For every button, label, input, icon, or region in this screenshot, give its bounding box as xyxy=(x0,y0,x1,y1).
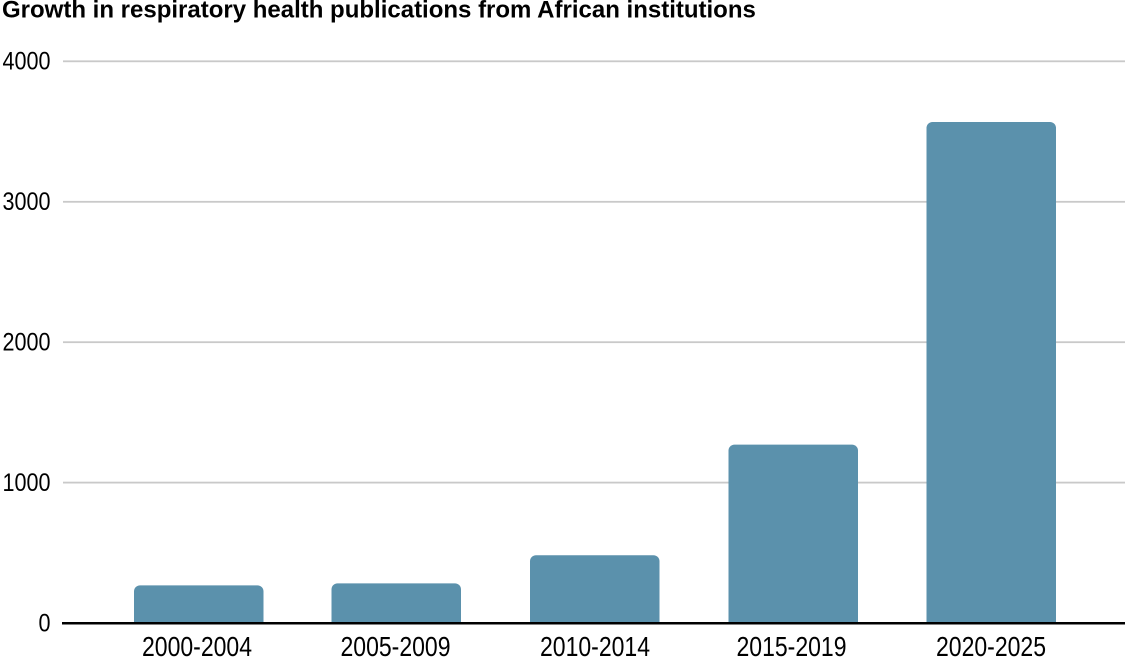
svg-text:2010-2014: 2010-2014 xyxy=(540,631,650,657)
svg-text:3000: 3000 xyxy=(3,188,51,216)
svg-text:2000: 2000 xyxy=(3,328,51,356)
svg-text:2005-2009: 2005-2009 xyxy=(341,631,451,657)
svg-text:2015-2019: 2015-2019 xyxy=(737,631,847,657)
svg-text:4000: 4000 xyxy=(3,48,51,76)
svg-text:1000: 1000 xyxy=(3,469,51,497)
svg-text:Growth in respiratory health p: Growth in respiratory health publication… xyxy=(2,0,756,24)
svg-text:0: 0 xyxy=(39,609,51,637)
svg-text:2000-2004: 2000-2004 xyxy=(142,631,252,657)
svg-text:2020-2025: 2020-2025 xyxy=(936,631,1046,657)
